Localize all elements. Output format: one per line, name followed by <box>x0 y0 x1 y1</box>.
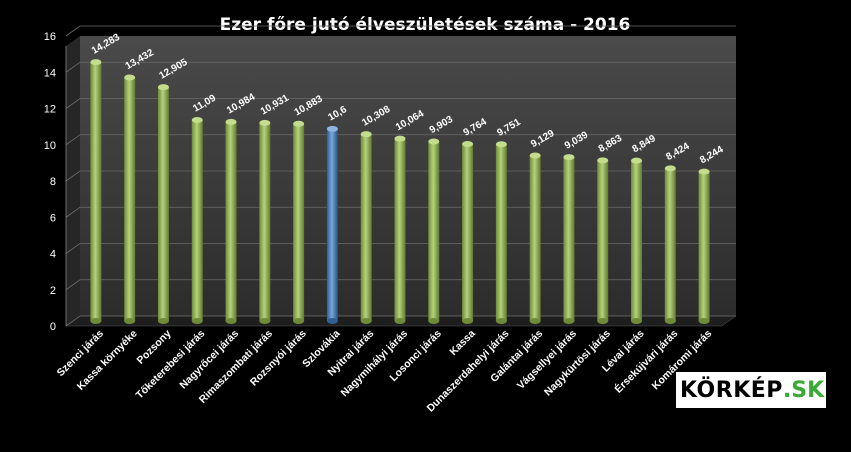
logo-main-text: KÖRKÉP <box>680 377 783 403</box>
bar <box>462 141 474 324</box>
gridline <box>65 134 736 146</box>
bar <box>90 59 102 324</box>
y-tick-label: 4 <box>50 249 56 261</box>
bar <box>293 120 305 324</box>
side-wall <box>66 36 80 326</box>
x-tick-label: Érsekújvári járás <box>612 327 681 396</box>
bar <box>529 152 541 324</box>
y-tick-label: 8 <box>50 176 56 188</box>
gridline <box>65 98 736 109</box>
bar <box>360 131 372 324</box>
chart-title: Ezer főre jutó élveszületések száma - 20… <box>220 15 631 35</box>
bar <box>259 119 271 324</box>
gridlines <box>65 25 736 327</box>
y-tick-label: 0 <box>50 321 56 333</box>
y-tick-label: 6 <box>50 212 56 224</box>
bar <box>597 157 609 324</box>
bar <box>191 116 203 324</box>
y-axis: 0 2 4 6 8 10 12 14 16 <box>44 31 67 333</box>
y-tick-label: 10 <box>44 140 56 152</box>
gridline <box>65 279 736 291</box>
bar <box>157 84 169 324</box>
bar <box>225 118 237 324</box>
gridline <box>65 61 736 73</box>
x-tick-label: Vágsellyei járás <box>515 328 579 392</box>
bar <box>664 165 676 324</box>
bars <box>90 59 710 324</box>
gridline <box>65 206 736 218</box>
korkep-logo: KÖRKÉP .SK <box>676 372 826 408</box>
gridline <box>65 243 736 254</box>
x-tick-label: Kassa <box>447 328 477 358</box>
bar <box>495 141 507 324</box>
x-tick-label: Kassa környéke <box>75 328 140 393</box>
bar <box>428 138 440 324</box>
gridline <box>65 25 736 37</box>
y-tick-label: 12 <box>44 104 56 116</box>
logo-tld-text: .SK <box>782 377 825 403</box>
bar <box>394 135 406 324</box>
x-tick-label: Nagyrőcei járás <box>177 328 241 392</box>
gridline <box>65 315 736 327</box>
bar <box>326 125 338 324</box>
bar <box>631 157 643 324</box>
y-tick-label: 16 <box>44 31 56 43</box>
bar <box>563 154 575 324</box>
bar <box>698 168 710 324</box>
bar <box>124 74 136 324</box>
y-tick-label: 14 <box>44 67 56 79</box>
gridline <box>65 170 736 182</box>
y-tick-label: 2 <box>50 285 56 297</box>
